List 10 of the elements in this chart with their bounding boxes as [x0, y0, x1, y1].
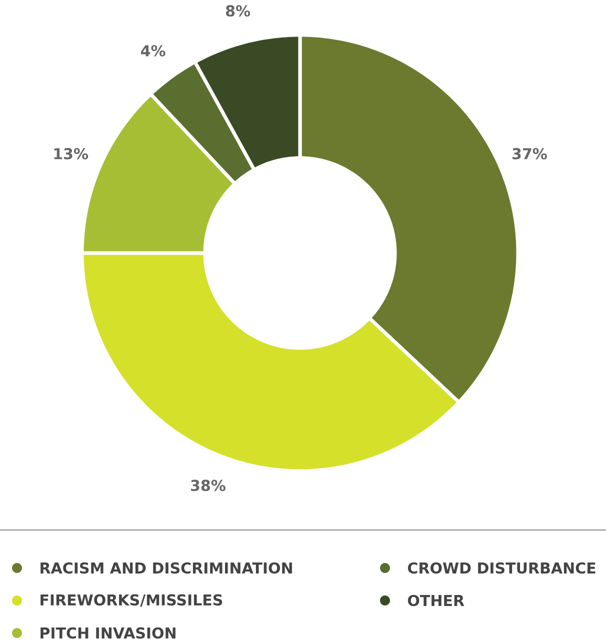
legend-label: OTHER — [408, 594, 464, 606]
data-label: 13% — [54, 148, 88, 160]
legend-label: CROWD DISTURBANCE — [408, 562, 596, 574]
legend-label: FIREWORKS/MISSILES — [40, 594, 222, 607]
legend-label: RACISM AND DISCRIMINATION — [40, 562, 292, 574]
data-label: 8% — [226, 5, 250, 17]
data-label: 38% — [191, 480, 226, 492]
data-label: 37% — [512, 148, 547, 160]
data-label: 4% — [140, 45, 166, 56]
legend-label: PITCH INVASION — [40, 627, 176, 639]
